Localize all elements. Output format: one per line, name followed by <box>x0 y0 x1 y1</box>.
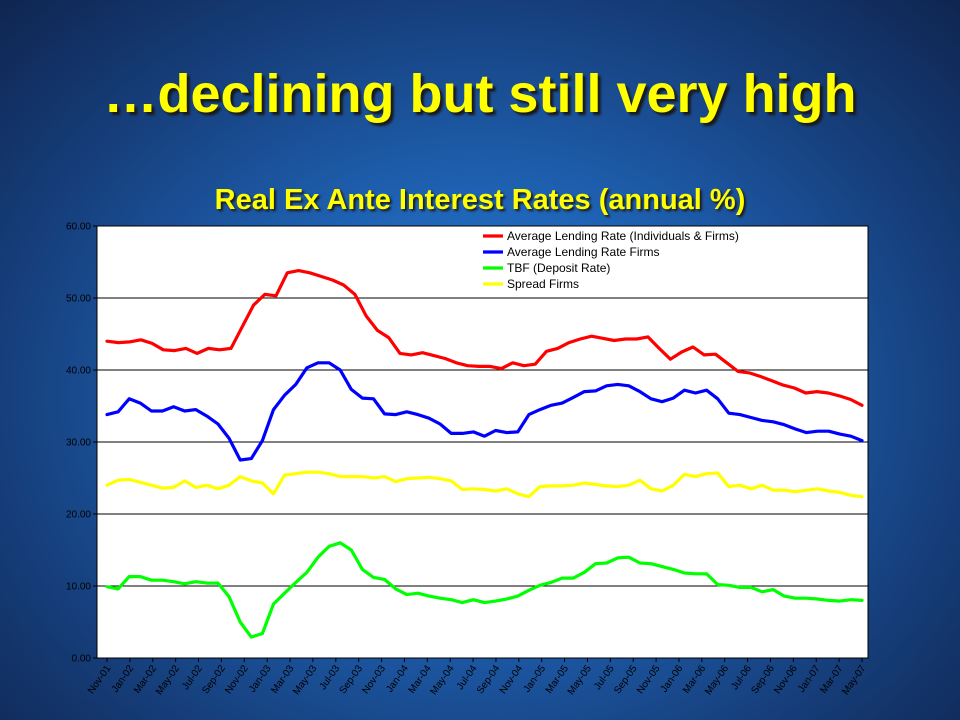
legend-entry: Spread Firms <box>507 277 579 291</box>
x-tick-label: May-03 <box>291 663 319 697</box>
legend-entry: TBF (Deposit Rate) <box>507 261 610 275</box>
series-line-4 <box>105 470 864 499</box>
x-tick-label: Nov-06 <box>772 663 800 696</box>
x-tick-label: May-05 <box>566 663 594 697</box>
series-line-1 <box>105 269 864 407</box>
x-tick-label: Nov-05 <box>635 663 663 696</box>
x-tick-label: May-07 <box>840 663 868 697</box>
y-tick-label: 60.00 <box>66 222 91 233</box>
y-axis-ticks: 0.00 10.00 20.00 30.00 40.00 50.00 60.00 <box>66 222 97 665</box>
x-tick-label: May-04 <box>428 663 456 697</box>
x-tick-label: Nov-01 <box>86 663 114 696</box>
legend: Average Lending Rate (Individuals & Firm… <box>483 229 739 291</box>
y-tick-label: 20.00 <box>66 510 91 521</box>
chart-title: Real Ex Ante Interest Rates (annual %) <box>214 184 746 216</box>
x-tick-label: May-02 <box>154 663 182 697</box>
x-tick-label: Nov-03 <box>360 663 388 696</box>
series-lines <box>105 269 864 639</box>
series-line-2 <box>105 361 864 462</box>
x-tick-label: Nov-02 <box>223 663 251 696</box>
y-tick-label: 10.00 <box>66 582 91 593</box>
legend-entry: Average Lending Rate Firms <box>507 245 660 259</box>
y-tick-label: 0.00 <box>72 654 92 665</box>
x-axis-ticks: Nov-01Jan-02Mar-02May-02Jul-02Sep-02Nov-… <box>86 658 869 697</box>
y-tick-label: 50.00 <box>66 294 91 305</box>
y-tick-label: 40.00 <box>66 366 91 377</box>
x-tick-label: May-06 <box>703 663 731 697</box>
series-line-3 <box>105 541 864 639</box>
y-tick-label: 30.00 <box>66 438 91 449</box>
slide-title: …declining but still very high <box>103 64 857 124</box>
legend-entry: Average Lending Rate (Individuals & Firm… <box>507 229 739 243</box>
x-tick-label: Nov-04 <box>498 663 526 696</box>
